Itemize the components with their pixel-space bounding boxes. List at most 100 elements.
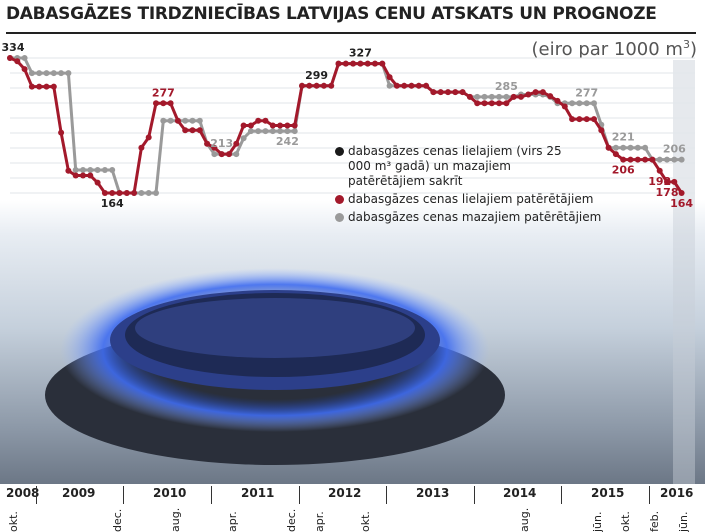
large-consumers-point xyxy=(525,91,532,98)
large-consumers-point xyxy=(72,172,79,179)
large-consumers-point xyxy=(576,116,583,123)
large-consumers-point xyxy=(153,100,159,107)
data-label: 334 xyxy=(2,41,25,54)
year-separator xyxy=(123,486,124,504)
data-label: 213 xyxy=(210,137,233,150)
black-dot-icon xyxy=(335,147,344,156)
large-consumers-point xyxy=(459,89,466,96)
data-label: 178 xyxy=(656,186,679,199)
small-consumers-point xyxy=(583,100,590,107)
large-consumers-point xyxy=(656,167,663,174)
chart-title: DABASGĀZES TIRDZNIECĪBAS LATVIJAS CENU A… xyxy=(6,4,657,24)
small-consumers-point xyxy=(671,156,678,163)
large-consumers-point xyxy=(408,82,415,89)
large-consumers-point xyxy=(445,89,451,96)
small-consumers-point xyxy=(65,70,72,77)
large-consumers-point xyxy=(620,156,627,163)
large-consumers-point xyxy=(123,190,130,196)
data-label: 299 xyxy=(305,69,328,82)
small-consumers-point xyxy=(678,156,685,163)
large-consumers-point xyxy=(379,60,386,67)
large-consumers-point xyxy=(80,172,86,179)
large-consumers-point xyxy=(423,82,430,89)
year-label: 2008 xyxy=(6,486,40,500)
small-consumers-point xyxy=(138,190,145,196)
large-consumers-point xyxy=(182,127,189,134)
large-consumers-point xyxy=(233,140,240,147)
small-consumers-point xyxy=(233,151,240,158)
legend: dabasgāzes cenas lielajiem (virs 25 000 … xyxy=(335,144,601,228)
small-consumers-point xyxy=(50,70,57,77)
data-label: 221 xyxy=(612,131,635,144)
data-label: 164 xyxy=(670,197,693,210)
large-consumers-point xyxy=(109,190,116,196)
large-consumers-point xyxy=(277,122,284,129)
month-label: okt. xyxy=(7,511,20,532)
large-consumers-point xyxy=(591,116,597,123)
legend-item-same: dabasgāzes cenas lielajiem (virs 25 000 … xyxy=(335,144,601,189)
large-consumers-point xyxy=(313,82,320,89)
large-consumers-point xyxy=(554,97,561,104)
small-consumers-point xyxy=(277,128,284,135)
data-label: 206 xyxy=(612,164,635,177)
large-consumers-point xyxy=(28,83,35,90)
large-consumers-point xyxy=(357,60,364,67)
small-consumers-point xyxy=(21,55,28,62)
data-label: 327 xyxy=(349,47,372,60)
small-consumers-point xyxy=(87,166,94,173)
large-consumers-point xyxy=(415,82,422,89)
large-consumers-point xyxy=(65,167,72,174)
year-separator xyxy=(649,486,650,504)
large-consumers-point xyxy=(335,60,342,67)
data-label: 192 xyxy=(648,175,671,188)
small-consumers-point xyxy=(284,128,291,135)
small-consumers-point xyxy=(167,117,174,124)
large-consumers-point xyxy=(131,190,138,196)
year-separator xyxy=(299,486,300,504)
large-consumers-point xyxy=(539,89,546,96)
small-consumers-point xyxy=(28,70,35,77)
large-consumers-point xyxy=(189,127,196,134)
large-consumers-point xyxy=(598,127,605,134)
small-consumers-point xyxy=(269,128,276,135)
year-separator xyxy=(561,486,562,504)
large-consumers-point xyxy=(532,89,539,96)
large-consumers-point xyxy=(510,93,517,100)
large-consumers-point xyxy=(138,144,145,151)
large-consumers-point xyxy=(211,144,218,151)
large-consumers-point xyxy=(605,144,612,151)
large-consumers-point xyxy=(94,179,101,186)
year-label: 2010 xyxy=(153,486,187,500)
gray-dot-icon xyxy=(335,213,344,222)
small-consumers-point xyxy=(591,100,597,107)
small-consumers-point xyxy=(642,144,649,151)
month-label: feb. xyxy=(648,510,661,532)
month-label: apr. xyxy=(313,511,326,532)
large-consumers-point xyxy=(306,82,313,89)
data-label: 206 xyxy=(663,143,686,156)
small-consumers-point xyxy=(153,190,159,196)
large-consumers-point xyxy=(204,140,211,147)
month-label: dec. xyxy=(111,508,124,532)
large-consumers-point xyxy=(437,89,444,96)
small-consumers-point xyxy=(481,93,488,100)
data-label: 285 xyxy=(495,80,518,93)
large-consumers-point xyxy=(634,156,641,163)
large-consumers-point xyxy=(364,60,371,67)
large-consumers-point xyxy=(218,151,225,158)
small-consumers-point xyxy=(569,100,576,107)
large-consumers-point xyxy=(7,55,13,62)
year-separator xyxy=(211,486,212,504)
large-consumers-point xyxy=(167,100,174,107)
month-label: aug. xyxy=(518,507,531,532)
large-consumers-point xyxy=(284,122,291,129)
small-consumers-point xyxy=(291,128,298,135)
small-consumers-point xyxy=(634,144,641,151)
large-consumers-point xyxy=(401,82,408,89)
large-consumers-point xyxy=(452,89,459,96)
data-label: 242 xyxy=(276,135,299,148)
large-consumers-point xyxy=(569,116,576,123)
large-consumers-point xyxy=(372,60,378,67)
large-consumers-point xyxy=(328,82,335,89)
